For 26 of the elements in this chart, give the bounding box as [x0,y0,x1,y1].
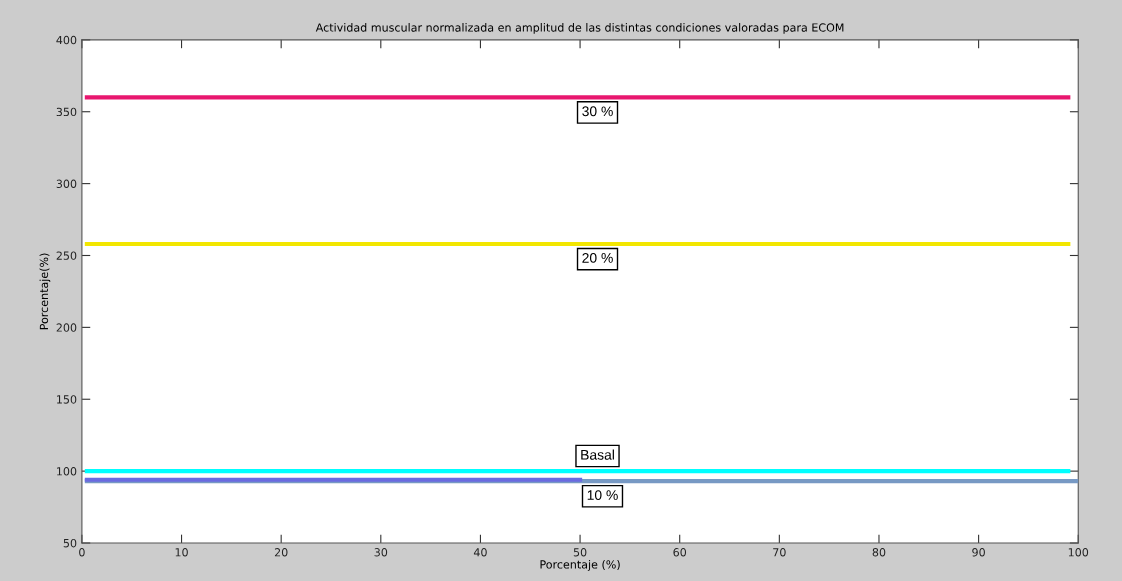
x-tick-label: 100 [1068,548,1089,557]
series-label: 30 % [582,106,613,117]
x-tick-label: 60 [673,548,687,557]
x-tick-label: 10 [175,548,188,557]
y-tick-label: 100 [57,467,77,476]
y-tick-label: 400 [56,35,77,45]
x-tick-label: 80 [872,548,886,557]
y-tick-label: 300 [56,179,77,188]
x-axis-title: Porcentaje (%) [540,560,620,571]
y-tick-label: 50 [63,538,77,548]
x-tick-label: 50 [573,548,587,557]
x-tick-label: 30 [374,548,388,557]
x-tick-label: 90 [972,548,985,557]
x-tick-label: 20 [274,548,288,557]
y-tick-label: 150 [57,395,77,404]
chart-title: Actividad muscular normalizada en amplitud de las distintas condiciones valoradas para ECOM [315,23,844,34]
x-tick-label: 70 [773,548,786,557]
series-label: 10 % [587,490,618,501]
series-label: 20 % [582,252,613,263]
y-tick-label: 350 [56,107,77,117]
series-label: Basal [581,449,614,460]
y-axis-title: Porcentaje(%) [39,253,51,330]
y-tick-label: 200 [56,323,77,332]
x-tick-label: 40 [473,548,487,557]
x-tick-label: 0 [79,548,85,557]
y-tick-label: 250 [56,251,77,260]
